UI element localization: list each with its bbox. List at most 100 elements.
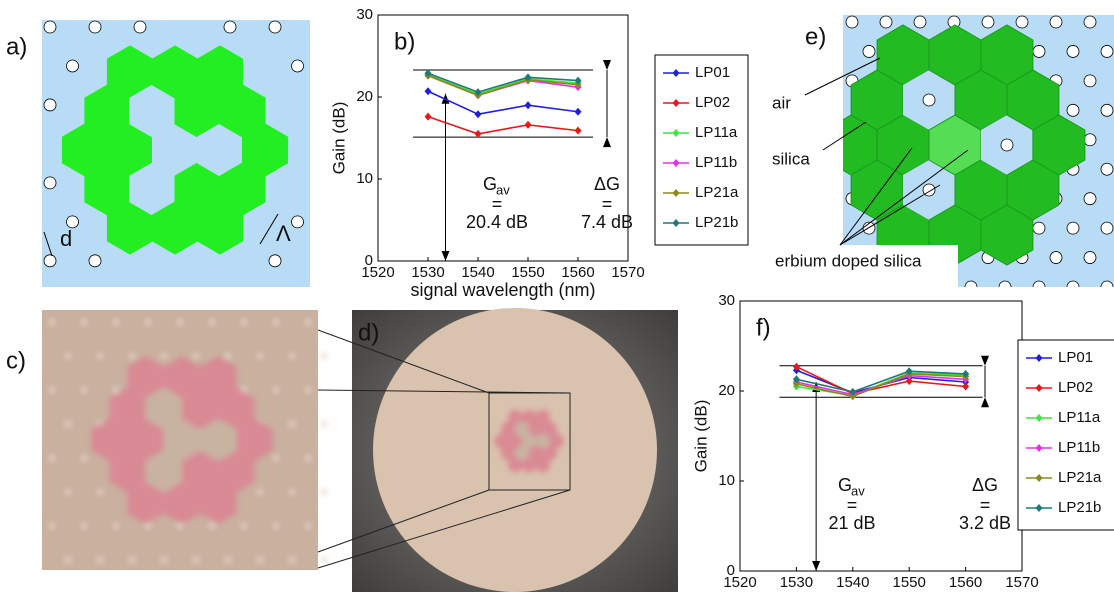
air-hole (829, 222, 841, 234)
core-cell (152, 45, 198, 99)
label-silica: silica (772, 149, 810, 168)
legend-marker (1035, 444, 1043, 452)
photo-hole (145, 319, 151, 325)
air-hole (1100, 45, 1114, 58)
air-hole (829, 45, 841, 57)
panel-label: a) (6, 33, 27, 60)
air-hole (133, 20, 147, 34)
air-hole (1032, 221, 1046, 235)
photo-hole (161, 557, 167, 563)
x-tick-label: 1530 (780, 574, 813, 591)
series-line (796, 372, 966, 397)
air-hole (292, 294, 304, 306)
annotation: ΔG (972, 475, 998, 495)
y-tick-label: 30 (718, 292, 735, 309)
air-hole (22, 216, 34, 228)
air-hole (879, 15, 893, 29)
photo-hole (305, 523, 311, 529)
photo-cell (145, 450, 182, 493)
legend-marker (672, 69, 680, 77)
x-tick-label: 1530 (411, 264, 444, 281)
photo-cell (535, 433, 550, 449)
pointer (839, 149, 969, 246)
y-tick-label: 30 (356, 6, 373, 23)
photo-hole (65, 489, 71, 495)
photo-hole (321, 421, 327, 427)
photo-hole (81, 387, 87, 393)
air-hole (1083, 251, 1097, 264)
legend-label: LP11b (695, 154, 737, 171)
legend-label: LP02 (1058, 379, 1093, 396)
legend-label: LP21a (695, 184, 739, 201)
air-hole (268, 254, 282, 268)
data-point (905, 377, 913, 386)
air-hole (291, 59, 304, 73)
annotation: = (602, 194, 613, 214)
air-hole (67, 294, 79, 306)
legend-marker (1035, 414, 1043, 422)
x-axis-title: signal wavelength (nm) (410, 280, 595, 300)
photo-hole (257, 489, 263, 495)
photo-cell (163, 419, 201, 461)
core-cell (106, 201, 153, 255)
air-hole (1015, 15, 1029, 29)
data-point (905, 367, 913, 376)
photo-hole (289, 353, 295, 359)
photo-cell (508, 409, 523, 425)
air-hole (157, 294, 169, 306)
panel-label: f) (756, 314, 771, 341)
photo-hole (65, 557, 71, 563)
data-point (424, 69, 432, 78)
photo-hole (81, 319, 87, 325)
legend-label: LP11a (695, 124, 738, 141)
legend-marker (672, 99, 680, 107)
air-hole (922, 93, 936, 107)
core-cell (242, 123, 289, 177)
core-cell (152, 123, 198, 177)
annotation: = (847, 495, 858, 515)
photo-hole (289, 421, 295, 427)
x-tick-label: 1520 (361, 264, 394, 281)
photo-cell (218, 450, 255, 493)
legend-marker (1035, 474, 1043, 482)
annotation: av (851, 483, 865, 498)
photo-hole (241, 319, 247, 325)
photo-hole (241, 523, 247, 529)
core-cell (174, 84, 221, 138)
air-hole (964, 280, 978, 287)
zoom-line (317, 389, 571, 394)
series-line (427, 72, 579, 93)
core-cell (61, 123, 108, 177)
air-hole (1032, 280, 1046, 287)
air-hole (1032, 45, 1046, 58)
arrow-lambda (259, 213, 279, 245)
photo-hole (49, 387, 55, 393)
y-axis-title: Gain (dB) (329, 102, 348, 175)
panel-label: b) (394, 28, 415, 55)
air-hole (829, 163, 841, 175)
air-hole (66, 215, 79, 229)
air-hole (981, 15, 995, 29)
panel-label: d) (358, 319, 379, 346)
data-point (574, 126, 582, 135)
series-line (427, 74, 579, 95)
photo-hole (65, 353, 71, 359)
photo-hole (113, 387, 119, 393)
annotation: 7.4 dB (581, 212, 633, 232)
air-hole (43, 98, 57, 112)
plot-frame (739, 300, 1023, 572)
data-point (792, 362, 800, 371)
photo-cell (109, 450, 146, 493)
air-hole (43, 176, 57, 190)
air-hole (88, 254, 102, 268)
photo-cell (522, 457, 536, 473)
annotation: G (838, 475, 852, 495)
pointer (804, 57, 881, 96)
photo-hole (321, 353, 327, 359)
photo-hole (49, 455, 55, 461)
legend-label: LP01 (695, 64, 730, 81)
air-hole (829, 104, 841, 116)
air-hole (268, 20, 282, 34)
legend-label: LP21a (1058, 469, 1102, 486)
legend-marker (1035, 504, 1043, 512)
